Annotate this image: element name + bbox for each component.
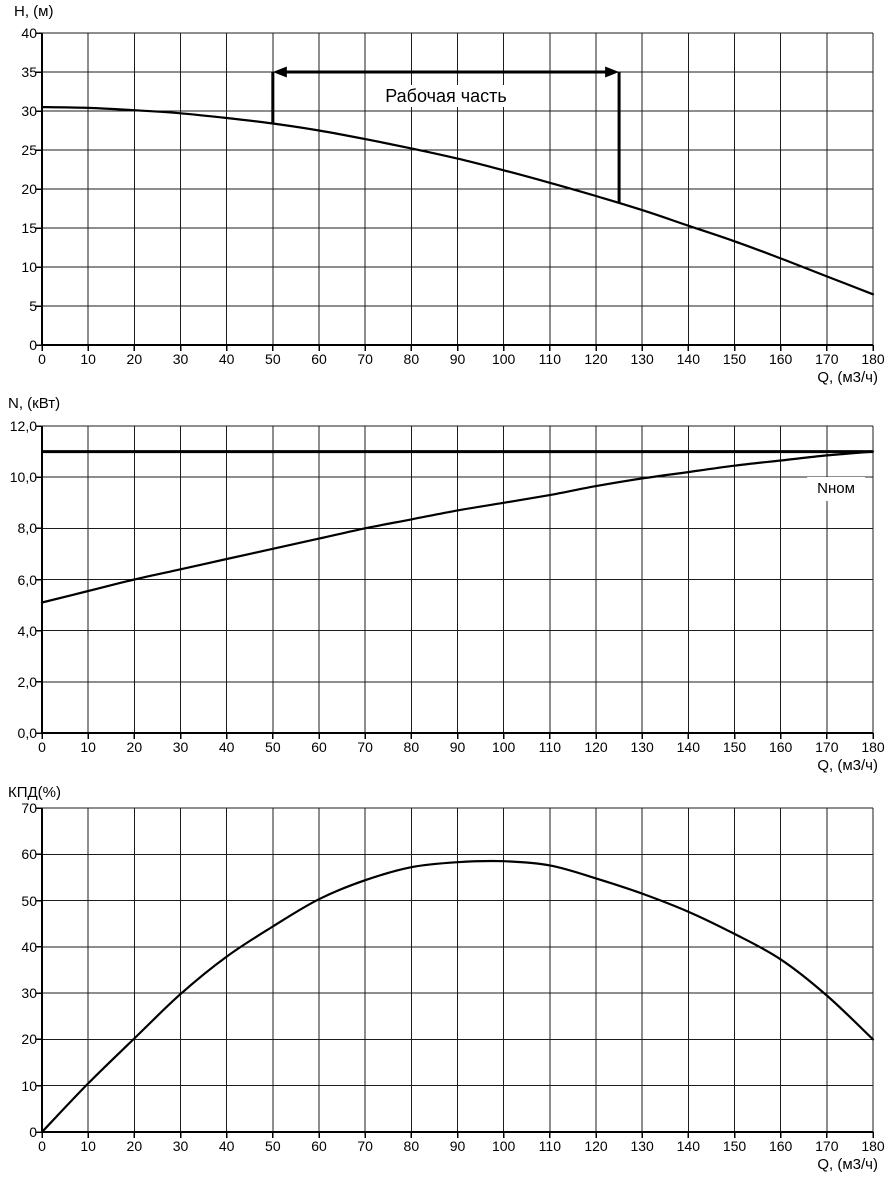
x-tick-label: 140 <box>676 351 700 367</box>
x-tick-label: 110 <box>538 351 561 367</box>
x-tick-label: 150 <box>722 1138 747 1154</box>
x-tick-label: 70 <box>357 739 373 755</box>
y-tick-label: 0 <box>29 1124 37 1140</box>
y-tick-label: 10 <box>21 259 37 275</box>
x-tick-label: 10 <box>80 351 96 367</box>
x-tick-label: 30 <box>172 1138 189 1154</box>
x-tick-label: 80 <box>403 1138 420 1154</box>
x-tick-label: 60 <box>311 739 327 755</box>
x-tick-label: 150 <box>722 739 747 755</box>
y-tick-label: 40 <box>21 938 37 955</box>
x-tick-label: 170 <box>815 739 839 755</box>
x-tick-label: 100 <box>491 739 516 755</box>
x-tick-label: 140 <box>676 739 700 755</box>
curve-series <box>40 450 875 604</box>
y-tick-label: 5 <box>29 298 37 314</box>
x-tick-label: 10 <box>80 739 96 755</box>
y-tick-label: 10,0 <box>9 469 37 486</box>
x-tick-label: 170 <box>815 351 839 367</box>
x-tick-label: 120 <box>584 351 608 367</box>
y-tick-label: 30 <box>21 103 37 119</box>
nominal-power-label: Nном <box>807 477 865 501</box>
y-tick-label: 15 <box>21 220 37 236</box>
x-tick-label: 20 <box>126 1138 143 1154</box>
efficiency-chart-x-axis-title: Q, (м3/ч) <box>817 1156 878 1173</box>
x-tick-label: 110 <box>538 739 561 755</box>
y-tick-label: 20 <box>21 1031 37 1048</box>
power-chart-x-axis-title: Q, (м3/ч) <box>817 757 878 774</box>
x-tick-label: 70 <box>357 1138 373 1154</box>
y-tick-label: 6,0 <box>17 571 37 588</box>
y-tick-label: 40 <box>21 25 37 41</box>
x-tick-label: 140 <box>676 1138 700 1154</box>
x-tick-label: 120 <box>584 739 608 755</box>
x-tick-label: 0 <box>38 351 46 367</box>
x-tick-label: 160 <box>768 351 793 367</box>
y-tick-label: 0,0 <box>17 725 37 741</box>
curve-series <box>40 106 875 296</box>
x-tick-label: 180 <box>861 1138 885 1154</box>
y-tick-label: 8,0 <box>17 520 37 537</box>
x-tick-label: 50 <box>265 1138 281 1154</box>
x-tick-label: 180 <box>861 351 885 367</box>
x-tick-label: 30 <box>172 739 189 755</box>
x-tick-label: 60 <box>311 351 327 367</box>
x-tick-label: 40 <box>218 351 235 367</box>
x-tick-label: 130 <box>630 739 654 755</box>
x-tick-label: 170 <box>815 1138 839 1154</box>
x-tick-label: 10 <box>80 1138 96 1154</box>
x-tick-label: 0 <box>38 739 46 755</box>
x-tick-label: 80 <box>403 351 420 367</box>
x-tick-label: 160 <box>768 1138 793 1154</box>
x-tick-label: 100 <box>491 1138 516 1154</box>
x-tick-label: 80 <box>403 739 420 755</box>
x-tick-label: 50 <box>265 351 281 367</box>
head-chart-x-axis-title: Q, (м3/ч) <box>817 369 878 386</box>
x-tick-label: 40 <box>218 739 235 755</box>
x-tick-label: 60 <box>311 1138 327 1154</box>
arrowhead-left <box>272 66 287 78</box>
working-range-label: Рабочая часть <box>375 85 517 107</box>
y-tick-label: 35 <box>21 64 37 80</box>
y-tick-label: 25 <box>21 142 37 158</box>
y-tick-label: 12,0 <box>9 418 37 434</box>
arrowhead-right <box>605 66 620 78</box>
x-tick-label: 110 <box>538 1138 561 1154</box>
head-chart-y-axis-title: Н, (м) <box>14 3 54 20</box>
efficiency-chart-y-axis-title: КПД(%) <box>8 784 62 801</box>
y-tick-label: 70 <box>21 800 37 816</box>
y-tick-label: 10 <box>21 1077 37 1094</box>
x-tick-label: 30 <box>172 351 189 367</box>
y-tick-label: 4,0 <box>17 622 37 639</box>
y-tick-label: 50 <box>21 892 37 909</box>
x-tick-label: 20 <box>126 351 143 367</box>
x-tick-label: 50 <box>265 739 281 755</box>
y-tick-label: 30 <box>21 985 37 1002</box>
y-tick-label: 2,0 <box>17 673 37 690</box>
y-tick-label: 0 <box>29 337 37 353</box>
x-tick-label: 90 <box>449 739 466 755</box>
x-tick-label: 0 <box>38 1138 46 1154</box>
x-tick-label: 120 <box>584 1138 608 1154</box>
power-chart-y-axis-title: N, (кВт) <box>8 395 61 412</box>
x-tick-label: 180 <box>861 739 885 755</box>
x-tick-label: 130 <box>630 351 654 367</box>
curve-series <box>40 859 875 1134</box>
x-tick-label: 100 <box>491 351 516 367</box>
x-tick-label: 160 <box>768 739 793 755</box>
x-tick-label: 40 <box>218 1138 235 1154</box>
y-tick-label: 20 <box>21 181 37 197</box>
x-tick-label: 20 <box>126 739 143 755</box>
x-tick-label: 90 <box>449 1138 466 1154</box>
x-tick-label: 90 <box>449 351 466 367</box>
y-tick-label: 60 <box>21 846 37 863</box>
x-tick-label: 70 <box>357 351 373 367</box>
x-tick-label: 150 <box>722 351 747 367</box>
x-tick-label: 130 <box>630 1138 654 1154</box>
